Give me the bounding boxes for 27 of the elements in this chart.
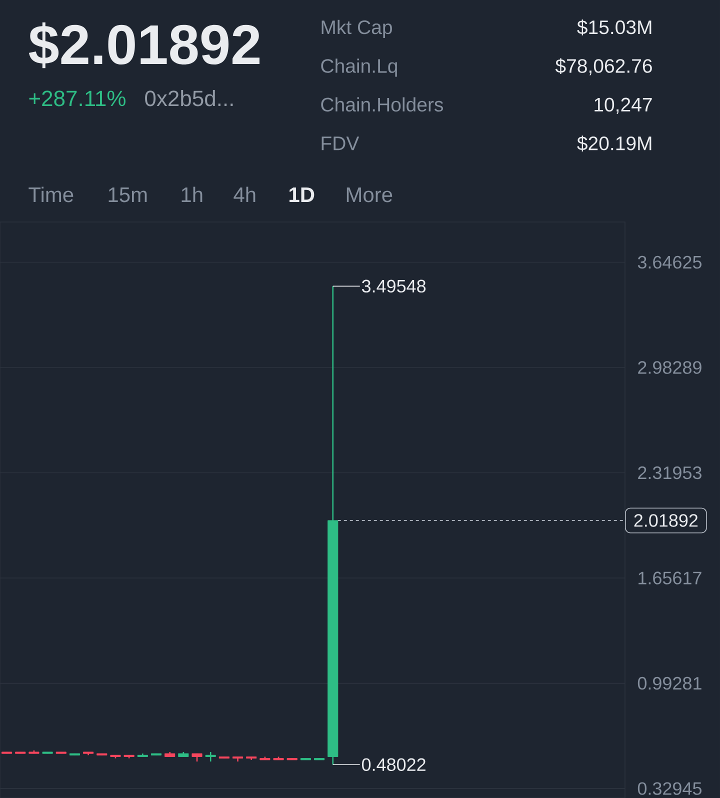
y-tick-label: 1.65617: [638, 572, 702, 584]
chart-subtitle: +287.11%: [29, 90, 126, 106]
annotation: 0.48022: [362, 758, 426, 771]
y-tick-label: 2.98289: [638, 361, 702, 374]
text: 10,247: [594, 98, 652, 114]
y-tick-label: 3.64625: [638, 256, 702, 269]
text: 15m: [108, 188, 147, 202]
chart-title: $2.01892: [28, 22, 260, 68]
y-tick-label: 0.32945: [638, 782, 702, 795]
text: Chain.Holders: [321, 97, 444, 112]
text: More: [346, 188, 392, 202]
text: Chain.Lq: [321, 58, 397, 77]
text: $20.19M: [577, 136, 652, 152]
candlestick: [205, 751, 216, 762]
text: 4h: [234, 186, 256, 202]
text: Time: [28, 186, 74, 202]
text: FDV: [322, 136, 360, 150]
text: $78,062.76: [555, 58, 652, 76]
y-tick-label: 0.99281: [638, 676, 702, 690]
y-tick-label: 2.31953: [638, 466, 702, 480]
ref-line-label: 2.01892: [634, 514, 698, 527]
annotation: 3.49548: [362, 280, 426, 293]
text: Mkt Cap: [322, 20, 392, 38]
text: 0x2b5d...: [145, 90, 233, 106]
text: 1h: [182, 186, 202, 202]
text: 1D: [290, 188, 314, 202]
text: $15.03M: [577, 20, 652, 36]
